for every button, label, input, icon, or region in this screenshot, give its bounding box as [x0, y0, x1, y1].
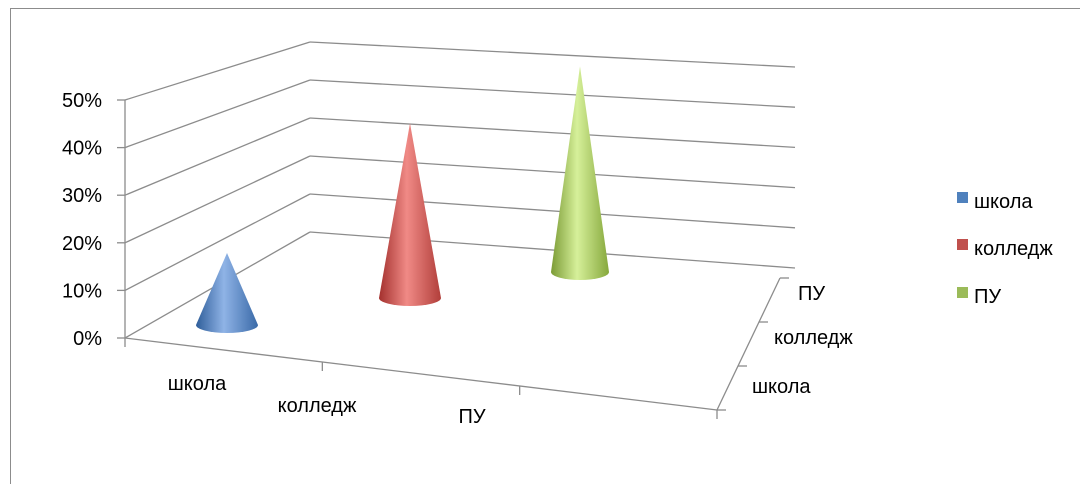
y-tick-label: 30%: [62, 185, 102, 207]
gridline-left-wall: [124, 41, 311, 101]
y-tick-label: 10%: [62, 280, 102, 302]
chart-frame: [10, 8, 1080, 484]
depth-tick-label: ПУ: [798, 283, 825, 305]
x-tick-label: колледж: [278, 395, 357, 417]
depth-tick-label: колледж: [774, 327, 853, 349]
legend-swatch: [957, 239, 968, 250]
gridline-left-wall: [124, 193, 311, 291]
y-tick-label: 50%: [62, 90, 102, 112]
legend-swatch: [957, 287, 968, 298]
gridline-left-wall: [124, 117, 311, 196]
x-axis-line: [124, 337, 718, 411]
depth-tick-label: школа: [752, 376, 811, 398]
legend-label: колледж: [974, 238, 1053, 260]
x-tick-label: ПУ: [458, 406, 485, 428]
gridline-back-wall: [309, 79, 796, 108]
legend-label: школа: [974, 191, 1033, 213]
legend-swatch: [957, 192, 968, 203]
gridline-left-wall: [124, 79, 311, 149]
x-tick-label: школа: [168, 373, 227, 395]
cone-mark-3: [551, 66, 609, 280]
gridline-back-wall: [309, 155, 796, 189]
cone-mark-1: [196, 253, 258, 333]
y-tick-label: 40%: [62, 138, 102, 160]
legend-label: ПУ: [974, 286, 1001, 308]
gridline-back-wall: [309, 117, 796, 149]
gridline-back-wall: [309, 41, 796, 68]
gridline-back-wall: [309, 193, 796, 229]
cone-mark-2: [379, 123, 441, 306]
y-tick-label: 20%: [62, 233, 102, 255]
y-tick-label: 0%: [73, 328, 102, 350]
depth-axis-line: [716, 277, 781, 411]
gridline-left-wall: [124, 155, 311, 244]
